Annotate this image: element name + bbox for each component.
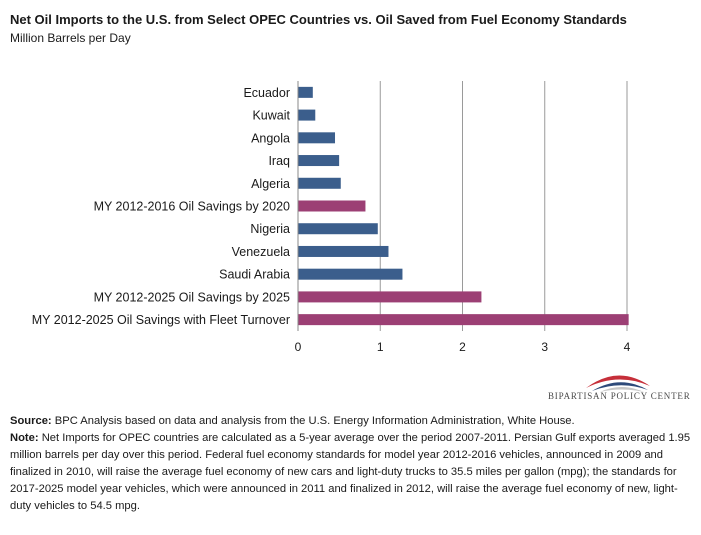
- category-label: Iraq: [268, 154, 290, 168]
- category-label: Saudi Arabia: [219, 268, 290, 282]
- bar-my-2012-2025-oil-savings-by-2025: [298, 291, 482, 303]
- category-label: Nigeria: [250, 222, 290, 236]
- logo-swoosh-blue: [592, 382, 648, 391]
- note-paragraph: Note: Net Imports for OPEC countries are…: [10, 430, 692, 515]
- bar-kuwait: [298, 109, 316, 121]
- bar-iraq: [298, 155, 340, 167]
- source-text: BPC Analysis based on data and analysis …: [51, 415, 575, 427]
- category-label: MY 2012-2025 Oil Savings with Fleet Turn…: [32, 313, 290, 327]
- logo-swoosh-red: [586, 375, 650, 388]
- chart-subtitle: Million Barrels per Day: [10, 31, 131, 45]
- x-tick-label: 2: [459, 340, 466, 354]
- category-labels: Ecuador Kuwait Angola Iraq Algeria MY 2012-20…: [32, 86, 291, 327]
- bar-my-2012-2016-oil-savings-by-2020: [298, 200, 366, 212]
- note-label: Note:: [10, 432, 39, 444]
- grid-lines: [379, 81, 628, 331]
- bar-chart: Ecuador Kuwait Angola Iraq Algeria MY 2012-20…: [32, 81, 631, 354]
- category-label: MY 2012-2025 Oil Savings by 2025: [94, 290, 290, 304]
- bar-algeria: [298, 177, 341, 189]
- bar-angola: [298, 132, 336, 144]
- notes-section: Source: BPC Analysis based on data and a…: [10, 413, 692, 515]
- category-label: Algeria: [251, 177, 290, 191]
- category-label: Kuwait: [252, 109, 290, 123]
- note-text: Net Imports for OPEC countries are calcu…: [10, 432, 691, 512]
- bars: [298, 86, 629, 326]
- logo-swoosh-gray: [600, 387, 644, 392]
- source-label: Source:: [10, 415, 52, 427]
- x-tick-labels: 0 1 2 3 4: [295, 340, 631, 354]
- category-label: Venezuela: [232, 245, 290, 259]
- chart-title: Net Oil Imports to the U.S. from Select …: [10, 12, 627, 27]
- bpc-logo-mark: [586, 375, 650, 392]
- category-label: MY 2012-2016 Oil Savings by 2020: [94, 200, 290, 214]
- bar-venezuela: [298, 245, 389, 257]
- category-label: Ecuador: [243, 86, 290, 100]
- x-tick-label: 4: [624, 340, 631, 354]
- category-label: Angola: [251, 131, 290, 145]
- source-note: Source: BPC Analysis based on data and a…: [10, 413, 692, 430]
- logo-text: BIPARTISAN POLICY CENTER: [548, 391, 691, 401]
- x-tick-label: 0: [295, 340, 302, 354]
- bar-ecuador: [298, 86, 313, 98]
- bpc-logo: BIPARTISAN POLICY CENTER: [548, 366, 690, 406]
- x-tick-label: 1: [377, 340, 384, 354]
- bar-nigeria: [298, 223, 378, 235]
- bar-saudi-arabia: [298, 268, 403, 280]
- x-tick-label: 3: [541, 340, 548, 354]
- bar-my-2012-2025-oil-savings-with-fleet-turnover: [298, 314, 629, 326]
